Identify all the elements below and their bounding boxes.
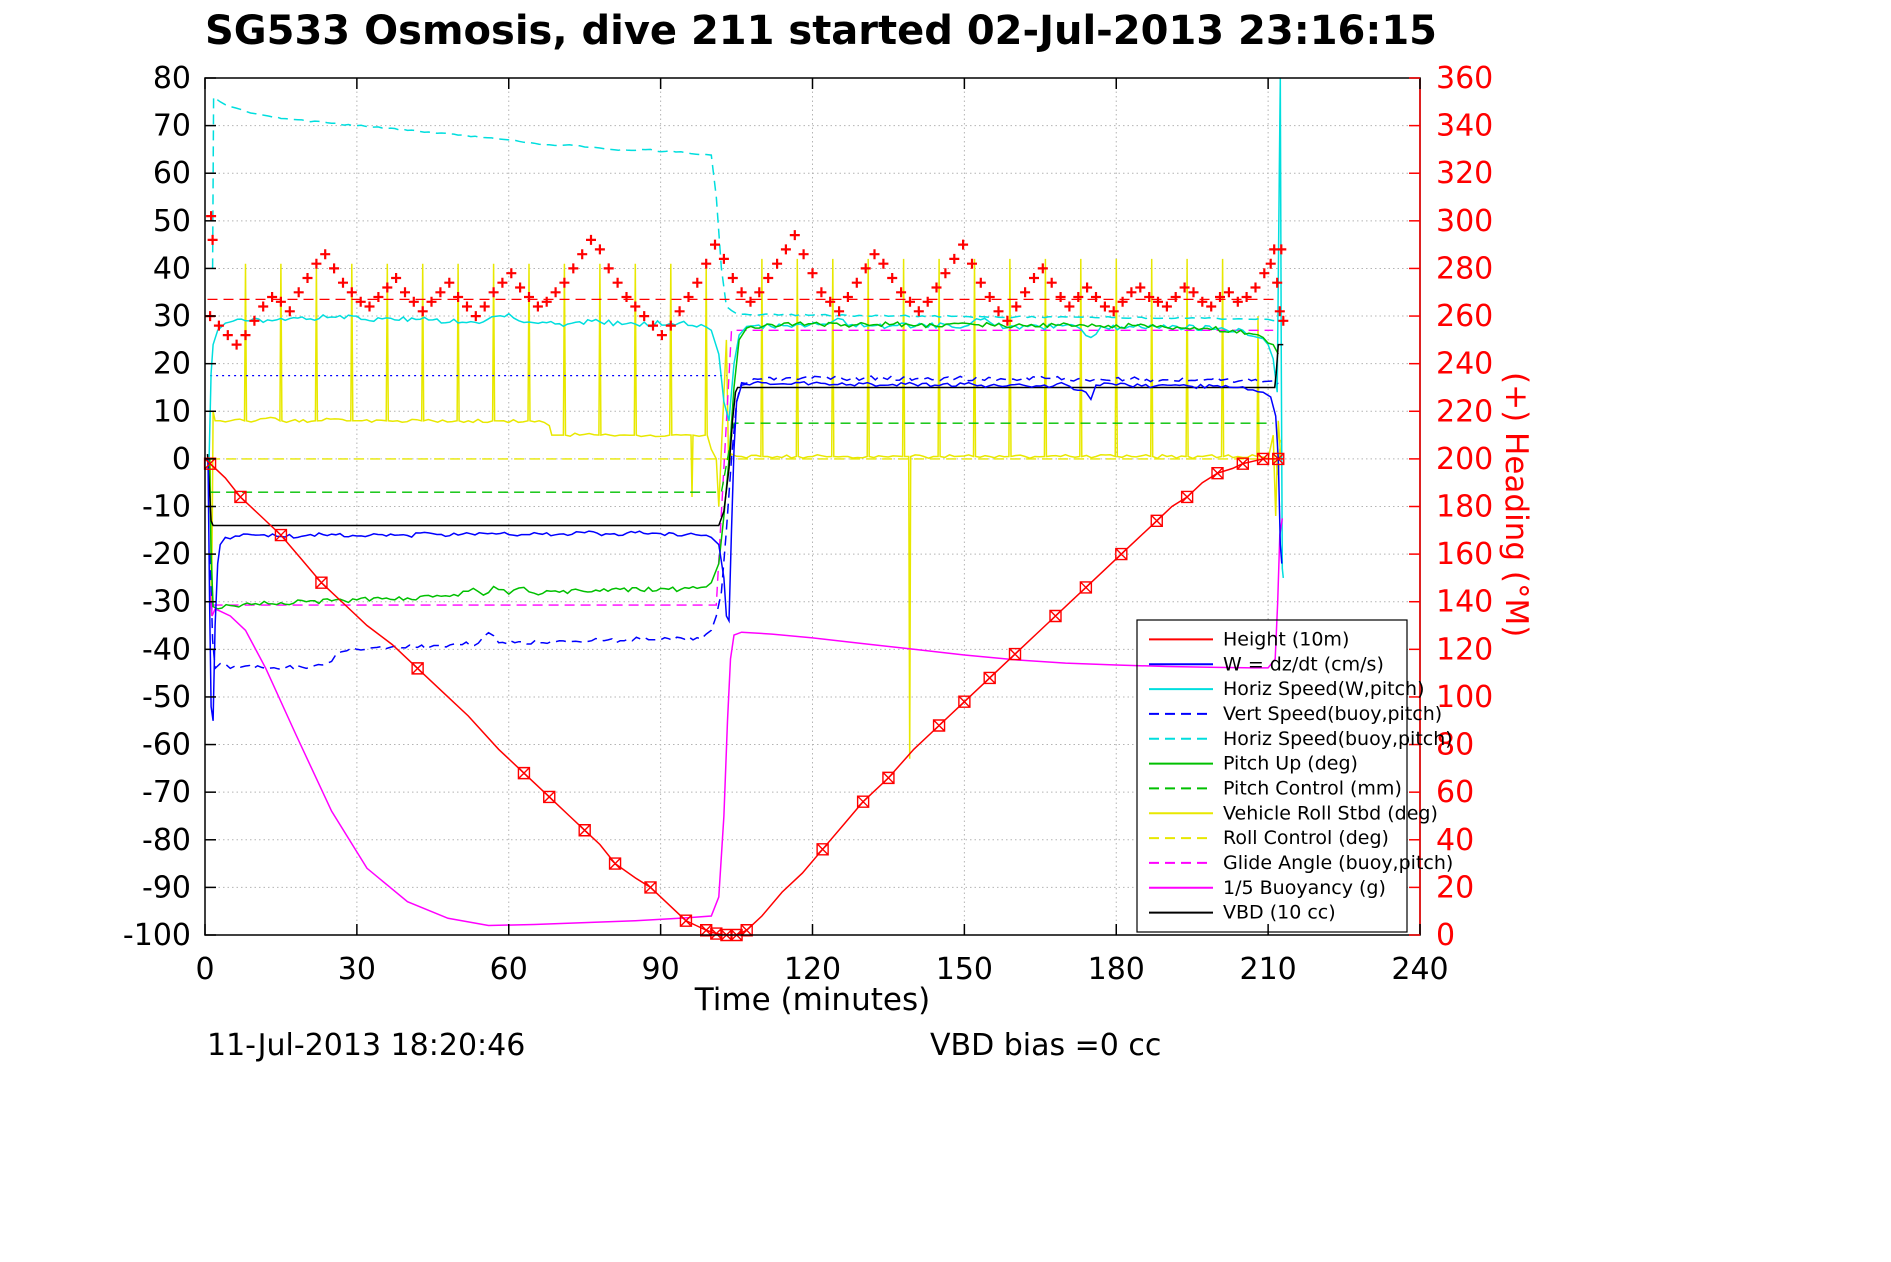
x-tick-label: 150 — [936, 952, 993, 987]
y-left-tick-label: 60 — [153, 156, 191, 191]
series-height — [204, 458, 1284, 936]
legend-label: Pitch Up (deg) — [1223, 753, 1358, 775]
legend-label: Roll Control (deg) — [1223, 827, 1389, 849]
y-left-tick-label: 10 — [153, 394, 191, 429]
y-right-tick-label: 140 — [1436, 585, 1493, 620]
x-axis-label: Time (minutes) — [694, 982, 931, 1018]
y-right-tick-label: 220 — [1436, 394, 1493, 429]
y-right-tick-label: 120 — [1436, 632, 1493, 667]
x-tick-label: 0 — [195, 952, 214, 987]
series-vert-speed-buoy — [209, 374, 1279, 671]
x-tick-label: 30 — [338, 952, 376, 987]
vbd-bias-label: VBD bias =0 cc — [930, 1028, 1162, 1063]
y-right-tick-label: 160 — [1436, 537, 1493, 572]
legend-label: VBD (10 cc) — [1223, 902, 1336, 924]
y-right-tick-label: 180 — [1436, 490, 1493, 525]
y-right-tick-label: 0 — [1436, 918, 1455, 953]
y-left-tick-label: 30 — [153, 299, 191, 334]
series-buoyancy — [209, 518, 1284, 927]
x-tick-label: 210 — [1239, 952, 1296, 987]
series-w-dzdt — [207, 380, 1283, 721]
y-left-tick-label: 70 — [153, 109, 191, 144]
x-tick-label: 120 — [784, 952, 841, 987]
y-left-tick-label: 0 — [172, 442, 191, 477]
y-right-tick-label: 200 — [1436, 442, 1493, 477]
y-left-tick-label: -80 — [142, 823, 191, 858]
y-left-tick-label: -50 — [142, 680, 191, 715]
y-left-tick-label: -60 — [142, 728, 191, 763]
y-right-tick-label: 280 — [1436, 251, 1493, 286]
y-right-tick-label: 20 — [1436, 870, 1474, 905]
height-markers — [203, 452, 1285, 942]
legend-label: Horiz Speed(buoy,pitch) — [1223, 728, 1453, 750]
legend-label: W = dz/dt (cm/s) — [1223, 653, 1384, 675]
y-right-tick-label: 40 — [1436, 823, 1474, 858]
series-pitch-control — [210, 422, 1274, 493]
y-right-tick-label: 260 — [1436, 299, 1493, 334]
y-left-tick-label: -40 — [142, 632, 191, 667]
y-left-tick-label: -90 — [142, 870, 191, 905]
y-right-tick-label: 300 — [1436, 204, 1493, 239]
legend-label: Vert Speed(buoy,pitch) — [1223, 703, 1442, 725]
timestamp-label: 11-Jul-2013 18:20:46 — [207, 1028, 526, 1063]
y-right-tick-label: 360 — [1436, 61, 1493, 96]
y-left-tick-label: -100 — [123, 918, 191, 953]
y-right-tick-label: 60 — [1436, 775, 1474, 810]
y-left-tick-label: -10 — [142, 490, 191, 525]
y-left-tick-label: -20 — [142, 537, 191, 572]
x-tick-label: 180 — [1088, 952, 1145, 987]
y-left-tick-label: 50 — [153, 204, 191, 239]
series-horiz-speed-w — [208, 77, 1285, 578]
right-axis-label: (+) Heading (°M) — [1498, 372, 1534, 638]
series-vehicle-roll-stbd — [209, 258, 1282, 759]
legend-label: Height (10m) — [1223, 628, 1349, 650]
ticks — [204, 77, 1421, 936]
y-right-tick-label: 100 — [1436, 680, 1493, 715]
legend-label: Pitch Control (mm) — [1223, 777, 1402, 799]
x-tick-label: 240 — [1391, 952, 1448, 987]
y-right-tick-label: 240 — [1436, 347, 1493, 382]
legend-label: Vehicle Roll Stbd (deg) — [1223, 802, 1438, 824]
y-right-tick-label: 340 — [1436, 109, 1493, 144]
series-pitch-up — [208, 321, 1279, 610]
series-horiz-speed-buoy — [211, 95, 1279, 322]
right-ticks — [1409, 77, 1420, 936]
chart-title: SG533 Osmosis, dive 211 started 02-Jul-2… — [205, 8, 1438, 54]
legend-background — [1137, 620, 1407, 932]
y-left-tick-label: 80 — [153, 61, 191, 96]
x-tick-label: 90 — [642, 952, 680, 987]
y-right-tick-label: 80 — [1436, 728, 1474, 763]
y-left-tick-label: 40 — [153, 251, 191, 286]
series-glide-angle — [212, 329, 1274, 606]
y-right-tick-label: 320 — [1436, 156, 1493, 191]
legend-label: 1/5 Buoyancy (g) — [1223, 877, 1386, 899]
y-left-tick-label: 20 — [153, 347, 191, 382]
legend-box — [1136, 619, 1408, 933]
series-vbd — [206, 343, 1284, 527]
legend-label: Glide Angle (buoy,pitch) — [1223, 852, 1453, 874]
x-tick-label: 60 — [490, 952, 528, 987]
y-left-tick-label: -70 — [142, 775, 191, 810]
y-left-tick-label: -30 — [142, 585, 191, 620]
legend-label: Horiz Speed(W,pitch) — [1223, 678, 1425, 700]
